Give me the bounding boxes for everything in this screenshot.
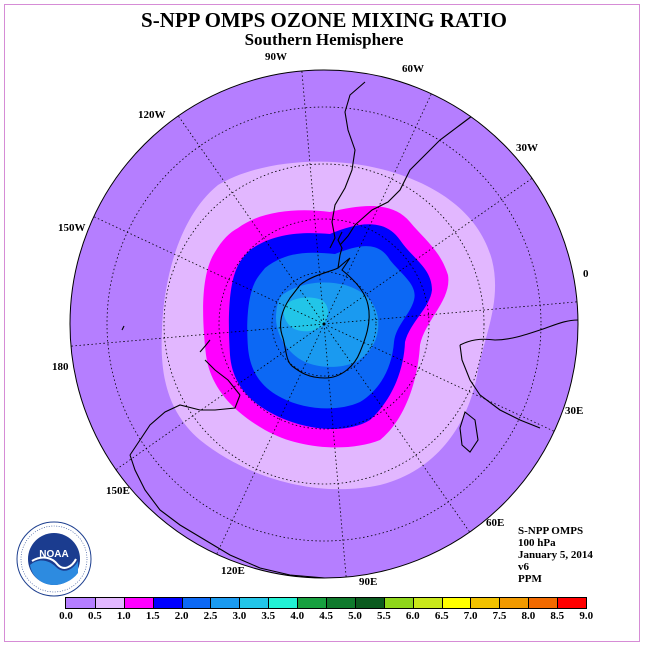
- colorbar-swatch: [297, 598, 327, 608]
- colorbar-tick-label: 1.0: [116, 610, 131, 622]
- colorbar-swatch: [470, 598, 500, 608]
- svg-text:NOAA: NOAA: [39, 549, 68, 560]
- meridian-line: [323, 323, 560, 435]
- info-instrument: S-NPP OMPS: [518, 525, 584, 537]
- colorbar-tick-label: 5.0: [348, 610, 362, 622]
- lon-label-120w: 120W: [138, 109, 166, 121]
- colorbar-tick-label: 7.0: [463, 610, 478, 622]
- colorbar-swatch: [66, 598, 95, 608]
- colorbar-swatch: [94, 598, 124, 608]
- meridian-line: [110, 323, 325, 474]
- colorbar-tick-label: 0.0: [59, 610, 73, 622]
- info-version: v6: [518, 561, 529, 573]
- lon-label-120e: 120E: [221, 565, 245, 577]
- colorbar-swatch: [181, 598, 211, 608]
- page-frame: [4, 4, 640, 642]
- meridian-line: [323, 323, 474, 538]
- meridian-line: [323, 88, 435, 325]
- colorbar-swatch: [152, 598, 182, 608]
- lon-label-60e: 60E: [486, 517, 505, 529]
- colorbar-swatch: [557, 598, 587, 608]
- colorbar-tick-label: 2.0: [174, 610, 189, 622]
- map-title: S-NPP OMPS OZONE MIXING RATIO: [141, 8, 507, 32]
- info-block: S-NPP OMPS 100 hPa January 5, 2014 v6 PP…: [518, 525, 593, 585]
- colorbar-tick-label: 3.5: [261, 610, 276, 622]
- colorbar-tick-label: 8.5: [550, 610, 565, 622]
- colorbar-tick-label: 5.5: [377, 610, 391, 622]
- info-units: PPM: [518, 573, 542, 585]
- colorbar-swatch: [123, 598, 153, 608]
- colorbar-tick-label: 4.5: [319, 610, 333, 622]
- info-date: January 5, 2014: [518, 549, 593, 561]
- colorbar: [65, 597, 588, 609]
- colorbar-tick-label: 9.0: [579, 610, 594, 622]
- colorbar-swatch: [383, 598, 413, 608]
- lon-label-150e: 150E: [106, 485, 130, 497]
- meridians: [70, 70, 578, 578]
- meridian-line: [213, 323, 325, 560]
- lon-label-0: 0: [583, 268, 589, 280]
- colorbar-tick-label: 7.5: [492, 610, 507, 622]
- colorbar-swatch: [268, 598, 298, 608]
- meridian-line: [323, 323, 348, 578]
- latitude-circles: [106, 106, 542, 542]
- coastlines: [121, 81, 578, 578]
- colorbar-swatch: [499, 598, 529, 608]
- colorbar-swatch: [239, 598, 269, 608]
- lon-label-30e: 30E: [565, 405, 584, 417]
- globe-outline: [69, 69, 579, 579]
- colorbar-tick-label: 2.5: [203, 610, 218, 622]
- info-pressure: 100 hPa: [518, 537, 556, 549]
- colorbar-swatch: [354, 598, 384, 608]
- lon-label-150w: 150W: [58, 222, 86, 234]
- meridian-line: [323, 300, 578, 325]
- noaa-logo-icon: NOAA: [16, 521, 92, 597]
- lon-label-90w: 90W: [265, 51, 287, 63]
- colorbar-swatch: [210, 598, 240, 608]
- lon-label-180: 180: [52, 361, 69, 373]
- lon-label-30w: 30W: [516, 142, 538, 154]
- colorbar-swatch: [528, 598, 558, 608]
- colorbar-tick-label: 6.5: [434, 610, 449, 622]
- meridian-line: [323, 174, 538, 325]
- colorbar-swatch: [326, 598, 355, 608]
- meridian-line: [300, 70, 325, 325]
- colorbar-tick-label: 6.0: [405, 610, 420, 622]
- colorbar-tick-label: 3.0: [232, 610, 247, 622]
- colorbar-swatch: [441, 598, 471, 608]
- meridian-line: [88, 213, 325, 325]
- contour-3.0: [283, 297, 328, 332]
- colorbar-tick-label: 0.5: [88, 610, 102, 622]
- lon-label-90e: 90E: [359, 576, 378, 588]
- map-subtitle: Southern Hemisphere: [244, 30, 404, 49]
- colorbar-tick-label: 8.0: [521, 610, 536, 622]
- colorbar-tick-label: 1.5: [145, 610, 160, 622]
- colorbar-swatch: [412, 598, 442, 608]
- meridian-line: [70, 323, 325, 348]
- colorbar-tick-label: 4.0: [290, 610, 305, 622]
- meridian-line: [174, 110, 325, 325]
- lon-label-60w: 60W: [402, 63, 424, 75]
